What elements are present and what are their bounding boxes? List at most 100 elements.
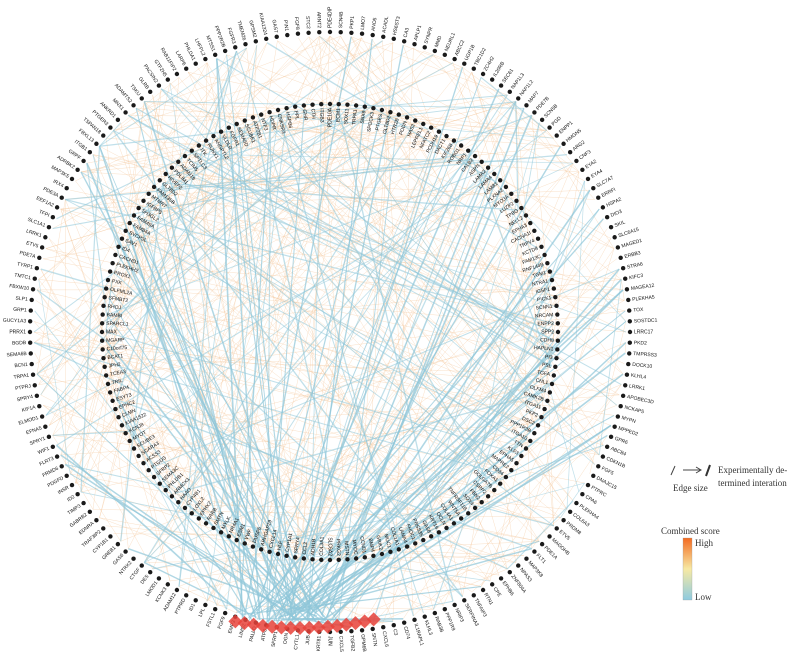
- outer-ring-label: TMEM26: [235, 20, 247, 41]
- outer-ring-node: [29, 297, 34, 303]
- edge: [36, 289, 216, 525]
- edge: [60, 454, 295, 618]
- edge: [319, 35, 430, 132]
- outer-ring-node: [69, 176, 75, 182]
- outer-ring-node: [627, 308, 632, 313]
- edge: [266, 116, 272, 622]
- outer-ring-node: [50, 214, 56, 220]
- inner-ring-node: [189, 511, 194, 516]
- outer-ring-node: [338, 29, 343, 35]
- outer-ring-label: IRX4: [52, 179, 65, 190]
- edge: [157, 189, 549, 282]
- edge: [36, 289, 108, 307]
- outer-ring-node: [306, 30, 311, 35]
- outer-ring-label: CA3: [403, 27, 411, 38]
- inner-ring-label: IGSF1: [535, 287, 551, 296]
- edge: [452, 62, 547, 392]
- inner-ring-node: [310, 557, 315, 562]
- edge: [75, 180, 365, 554]
- inner-ring-label: CCL2: [302, 541, 309, 555]
- inner-ring-label: PDE10A: [327, 107, 333, 127]
- inner-ring-label: SPOCK3: [366, 111, 376, 132]
- inner-ring-label: OLFML2A: [109, 287, 133, 297]
- outer-ring-label: FGF8: [293, 17, 300, 31]
- inner-ring-node: [498, 178, 503, 183]
- inner-ring-label: ITGB3: [318, 108, 325, 123]
- inner-ring-node: [542, 406, 547, 412]
- outer-ring-label: JUN: [327, 636, 333, 646]
- inner-ring-label: PSL: [542, 362, 552, 369]
- outer-ring-label: LHFPL2: [193, 38, 206, 57]
- edge: [534, 423, 604, 446]
- edge: [65, 463, 169, 488]
- inner-ring-label: PI3: [545, 354, 553, 361]
- edge: [480, 384, 622, 587]
- inner-ring-label: ITGA11: [524, 400, 542, 411]
- edge: [113, 391, 228, 610]
- edge: [507, 500, 574, 570]
- outer-ring-node: [422, 45, 427, 50]
- edge: [33, 341, 508, 570]
- inner-ring-node: [532, 228, 537, 234]
- outer-ring-node: [608, 224, 614, 230]
- inner-ring-node: [234, 537, 239, 543]
- edge: [137, 217, 169, 488]
- inner-ring-label: BAMBI: [106, 312, 122, 319]
- inner-ring-label: DUSP6: [252, 526, 263, 544]
- outer-ring-label: DOCK10: [632, 362, 653, 370]
- hub-node-cluster: [228, 612, 381, 635]
- experimental-label-line1: Experimentally de-: [718, 465, 787, 475]
- inner-ring-node: [292, 555, 298, 560]
- outer-ring-node: [148, 569, 153, 575]
- outer-ring-label: MAGED1: [621, 238, 643, 250]
- inner-ring-node: [123, 228, 128, 234]
- inner-ring-node: [404, 544, 410, 549]
- outer-ring-label: RTN1: [482, 592, 494, 606]
- inner-ring-label: ATP2B1: [251, 120, 263, 139]
- inner-ring-label: ID4: [121, 246, 131, 255]
- inner-ring-node: [157, 178, 162, 183]
- inner-ring-node: [336, 101, 341, 107]
- high-label: High: [695, 538, 714, 548]
- outer-ring-label: TFPI: [38, 209, 50, 219]
- edge: [160, 88, 504, 475]
- outer-ring-label: STRA6: [626, 261, 643, 270]
- inner-ring-node: [555, 321, 561, 326]
- inner-ring-label: ENPP2: [537, 321, 554, 328]
- outer-ring-node: [222, 610, 228, 616]
- outer-ring-node: [516, 96, 521, 101]
- edge: [146, 110, 365, 462]
- inner-ring-node: [371, 553, 376, 559]
- outer-ring-node: [264, 36, 269, 42]
- outer-ring-node: [75, 167, 80, 173]
- edge: [133, 331, 555, 440]
- edge: [105, 120, 406, 324]
- outer-ring-label: ITGB1: [73, 139, 88, 153]
- edge: [560, 482, 585, 518]
- inner-ring-node: [196, 516, 202, 521]
- combined-score-legend: Combined score High Low: [661, 526, 720, 602]
- outer-ring-label: RAB3B: [433, 616, 445, 634]
- inner-ring-label: DSC2: [521, 416, 536, 427]
- inner-ring-node: [211, 133, 216, 139]
- inner-ring-node: [458, 143, 464, 148]
- inner-ring-label: BCAT1: [107, 353, 124, 361]
- outer-ring-node: [462, 61, 467, 66]
- edge: [65, 199, 188, 505]
- combined-score-label: Combined score: [661, 526, 720, 536]
- inner-ring-node: [485, 165, 491, 170]
- outer-ring-node: [43, 235, 48, 240]
- edge: [45, 108, 348, 416]
- edge: [206, 62, 305, 555]
- outer-ring-node: [123, 110, 128, 115]
- inner-ring-node: [554, 303, 559, 309]
- edge: [106, 118, 263, 350]
- outer-ring-label: SLC1A1: [27, 217, 47, 229]
- edge: [363, 208, 600, 554]
- outer-ring-label: SNTN: [370, 633, 378, 648]
- hub-node: [339, 617, 354, 632]
- inner-ring-node: [284, 105, 289, 111]
- outer-ring-node: [561, 518, 566, 523]
- inner-ring-label: NRCAM: [535, 312, 554, 319]
- outer-ring-node: [618, 403, 623, 409]
